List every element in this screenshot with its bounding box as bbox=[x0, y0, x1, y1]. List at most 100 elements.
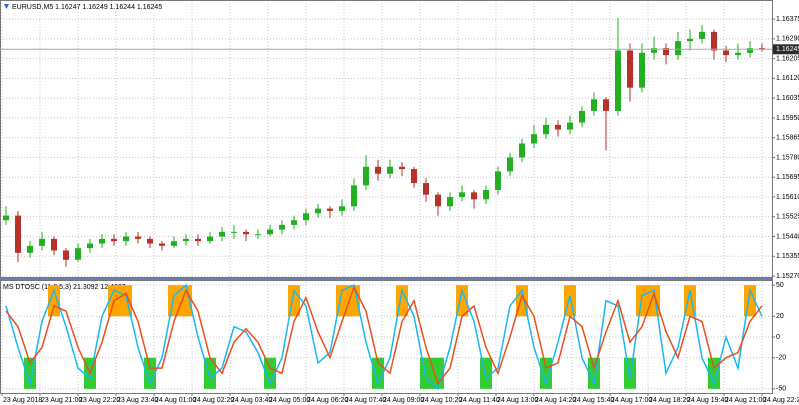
candle-body bbox=[759, 48, 765, 50]
candle-body bbox=[495, 171, 501, 191]
candle-body bbox=[111, 238, 117, 242]
y-tick-label: 1.15950 bbox=[776, 115, 799, 122]
x-tick-label: 24 Aug 22:20 bbox=[763, 397, 799, 404]
candle-body bbox=[219, 231, 225, 237]
candle-body bbox=[579, 110, 585, 123]
x-tick-label: 24 Aug 02:20 bbox=[193, 397, 234, 404]
candle-body bbox=[519, 143, 525, 158]
chart-title: EURUSD,M5 1.16247 1.16249 1.16244 1.1624… bbox=[12, 4, 162, 11]
x-tick-label: 24 Aug 15:40 bbox=[573, 397, 614, 404]
candle-body bbox=[135, 236, 141, 239]
y-tick-label: 1.15525 bbox=[776, 214, 799, 221]
candle-body bbox=[3, 215, 9, 221]
y-tick-label: 1.15270 bbox=[776, 273, 799, 280]
zone-bar bbox=[540, 357, 552, 389]
candle-body bbox=[387, 166, 393, 174]
zone-bar bbox=[48, 285, 60, 317]
x-tick-label: 23 Aug 23:40 bbox=[117, 397, 158, 404]
candle-body bbox=[435, 194, 441, 207]
candle-body bbox=[243, 231, 249, 235]
x-tick-label: 24 Aug 17:00 bbox=[611, 397, 652, 404]
y-tick-label: 1.16375 bbox=[776, 16, 799, 23]
y-tick-label: -50 bbox=[776, 386, 786, 393]
candle-body bbox=[543, 124, 549, 135]
candle-body bbox=[255, 234, 261, 236]
x-tick-label: 24 Aug 10:20 bbox=[421, 397, 462, 404]
zone-bar bbox=[264, 357, 276, 389]
candle-body bbox=[447, 196, 453, 207]
candle-body bbox=[123, 236, 129, 242]
candle-body bbox=[315, 208, 321, 214]
candle-body bbox=[615, 50, 621, 111]
candle-body bbox=[87, 243, 93, 249]
candle-body bbox=[171, 241, 177, 246]
x-tick-label: 23 Aug 22:20 bbox=[79, 397, 120, 404]
candle-body bbox=[63, 250, 69, 260]
y-tick-label: 20 bbox=[776, 313, 784, 320]
candle-body bbox=[627, 50, 633, 88]
x-tick-label: 23 Aug 2018 bbox=[3, 397, 42, 404]
y-tick-label: 1.15355 bbox=[776, 253, 799, 260]
candle-body bbox=[699, 31, 705, 39]
x-tick-label: 24 Aug 19:40 bbox=[687, 397, 728, 404]
x-tick-label: 23 Aug 21:00 bbox=[41, 397, 82, 404]
candle-body bbox=[27, 245, 33, 253]
candle-body bbox=[279, 224, 285, 230]
last-price-box bbox=[773, 44, 799, 55]
candle-body bbox=[195, 238, 201, 242]
candle-body bbox=[51, 238, 57, 251]
candle-body bbox=[603, 99, 609, 111]
candle-body bbox=[471, 192, 477, 200]
candle-body bbox=[351, 185, 357, 207]
candle-body bbox=[147, 238, 153, 244]
oscillator-line bbox=[5, 285, 763, 386]
candle-body bbox=[639, 52, 645, 88]
candle-body bbox=[663, 48, 669, 56]
candle-body bbox=[159, 243, 165, 246]
candle-body bbox=[591, 99, 597, 111]
candle-body bbox=[339, 206, 345, 211]
candle-body bbox=[99, 238, 105, 244]
x-tick-label: 24 Aug 07:40 bbox=[345, 397, 386, 404]
candle-body bbox=[399, 166, 405, 170]
symbol-icon bbox=[4, 4, 9, 9]
main-pane-frame bbox=[0, 0, 773, 278]
candle-body bbox=[507, 157, 513, 172]
y-tick-label: -20 bbox=[776, 355, 786, 362]
y-tick-label: 1.15610 bbox=[776, 194, 799, 201]
candle-body bbox=[567, 122, 573, 130]
zone-bar bbox=[456, 285, 468, 317]
candle-body bbox=[723, 50, 729, 56]
candle-body bbox=[687, 38, 693, 42]
y-tick-label: 0 bbox=[776, 334, 780, 341]
y-tick-label: 1.15695 bbox=[776, 174, 799, 181]
candle-body bbox=[459, 192, 465, 197]
candle-body bbox=[555, 124, 561, 130]
candle-body bbox=[675, 41, 681, 56]
x-tick-label: 24 Aug 13:00 bbox=[497, 397, 538, 404]
x-tick-label: 24 Aug 06:20 bbox=[307, 397, 348, 404]
x-tick-label: 24 Aug 21:00 bbox=[725, 397, 766, 404]
oscillator-line bbox=[5, 283, 763, 391]
zone-bar bbox=[144, 357, 156, 389]
x-tick-label: 24 Aug 09:00 bbox=[383, 397, 424, 404]
zone-bar bbox=[180, 285, 192, 317]
candle-body bbox=[483, 190, 489, 200]
candle-body bbox=[711, 31, 717, 51]
x-tick-label: 24 Aug 14:20 bbox=[535, 397, 576, 404]
y-tick-label: 1.16035 bbox=[776, 95, 799, 102]
candle-body bbox=[75, 248, 81, 260]
candle-body bbox=[207, 236, 213, 242]
candle-body bbox=[231, 231, 237, 233]
candle-body bbox=[735, 52, 741, 56]
candle-body bbox=[363, 166, 369, 186]
x-tick-label: 24 Aug 03:40 bbox=[231, 397, 272, 404]
candle-body bbox=[651, 48, 657, 53]
candle-body bbox=[327, 208, 333, 211]
x-tick-label: 24 Aug 05:00 bbox=[269, 397, 310, 404]
x-tick-label: 24 Aug 11:40 bbox=[459, 397, 500, 404]
y-tick-label: 1.15865 bbox=[776, 135, 799, 142]
candle-body bbox=[267, 229, 273, 235]
candle-body bbox=[15, 215, 21, 253]
